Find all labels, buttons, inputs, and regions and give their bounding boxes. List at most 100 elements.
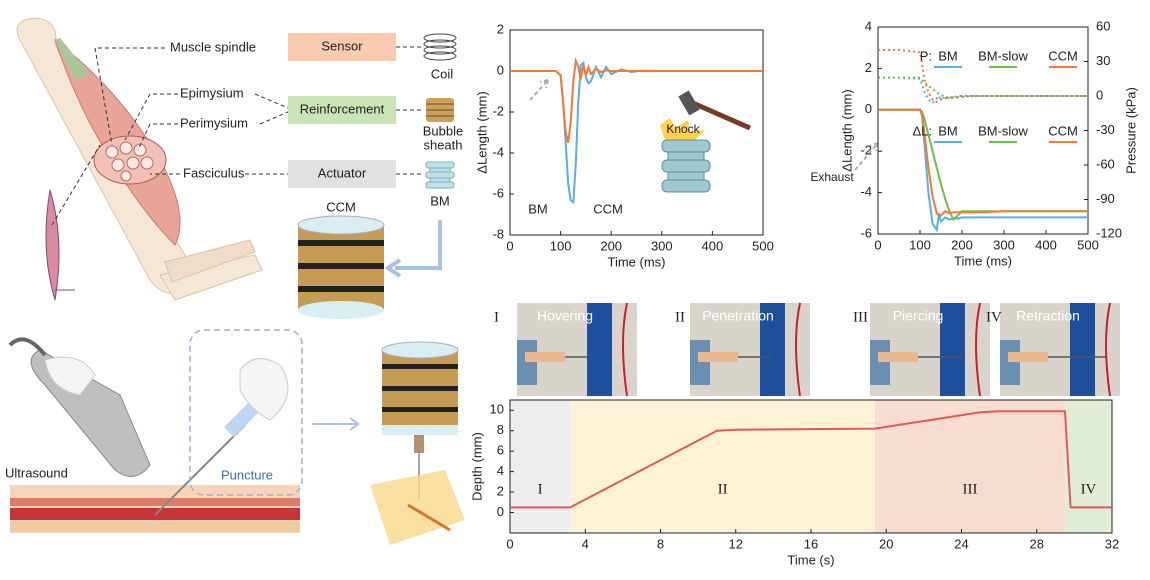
ccm-stack [297,215,385,319]
data-line [510,56,763,144]
label: Perimysium [180,115,248,130]
y-tick-label: 4 [497,463,504,478]
y-tick-label: 2 [497,484,504,499]
photo-numeral: II [675,309,685,325]
annotation: Exhaust [810,170,854,184]
x-tick-label: 400 [702,238,724,253]
y2-tick-label: 30 [1096,53,1110,68]
label: CCM [326,199,356,214]
syringe [698,352,738,362]
vessel [975,302,981,397]
x-tick-label: 300 [651,238,673,253]
photo-part [940,303,965,396]
knock-illustration [529,79,879,193]
puncture-illustration [8,329,465,545]
x-tick-label: 8 [657,536,664,551]
label: Epimysium [180,85,244,100]
region-label: IV [1081,481,1097,497]
legend-label: BM [938,48,958,63]
y-tick-label: -6 [860,225,872,240]
data-line [878,49,1088,103]
x-tick-label: 0 [874,237,881,252]
box-label: Actuator [318,165,367,180]
region [570,400,875,533]
photo-part [517,340,537,385]
y-tick-label: 0 [497,62,504,77]
photo-part [1000,340,1020,385]
x-tick-label: 500 [1077,237,1099,252]
legend-label: BM [938,123,958,138]
y2-tick-label: -120 [1096,225,1122,240]
x-tick-label: 0 [506,238,513,253]
photos: I Hovering II Penetration III Piercing IV Retra… [494,302,1120,397]
photo-numeral: III [853,309,868,325]
series-label: CCM [593,201,623,216]
x-tick-label: 100 [909,237,931,252]
syringe [878,352,918,362]
data-line [878,108,1088,217]
x-tick-label: 16 [804,536,818,551]
x-tick-label: 200 [600,238,622,253]
region [874,400,1065,533]
region-label: III [962,481,977,497]
y2-axis-label: Pressure (kPa) [1123,87,1138,174]
y-tick-label: -6 [492,185,504,200]
x-tick-label: 20 [879,536,893,551]
plot-frame [509,29,764,236]
y-axis-label: Depth (mm) [469,432,484,501]
y2-tick-label: 60 [1096,18,1110,33]
series-label: BM [528,201,548,216]
reinforcement-box [288,96,396,124]
y-tick-label: 6 [497,443,504,458]
x-tick-label: 300 [993,237,1015,252]
label: Puncture [221,467,273,482]
x-tick-label: 400 [1035,237,1057,252]
y-axis-label: ΔLength (mm) [839,89,854,171]
x-tick-label: 0 [506,536,513,551]
photo-part [760,303,785,396]
photo-label: Hovering [537,308,593,324]
illustration-labels: Muscle spindle Epimysium Perimysium Fasc… [5,38,463,482]
y2-tick-label: -90 [1096,191,1115,206]
data-line [878,76,1088,105]
region [510,400,571,533]
y-axis-label: ΔLength (mm) [474,91,489,173]
y-tick-label: 2 [497,21,504,36]
y-tick-label: -2 [492,103,504,118]
sensor-box [288,33,396,61]
photo-numeral: I [494,309,499,325]
label: Bubble [423,123,463,138]
legend-prefix: ΔL: [912,123,932,138]
data-line [510,410,1112,509]
x-tick-label: 24 [954,536,968,551]
x-axis-label: Time (s) [787,552,834,567]
y-tick-label: 10 [490,402,504,417]
arm-illustration [16,17,457,319]
x-tick-label: 4 [582,536,589,551]
y-tick-label: -4 [860,184,872,199]
region [1064,400,1112,533]
region-label: I [538,481,543,497]
box-label: Reinforcement [300,101,385,116]
photo-label: Penetration [702,308,774,324]
x-tick-label: 12 [729,536,743,551]
photo-label: Piercing [893,308,944,324]
syringe [525,352,565,362]
y-tick-label: -2 [860,143,872,158]
y-tick-label: 0 [497,504,504,519]
region-label: II [718,481,728,497]
y2-tick-label: -60 [1096,156,1115,171]
legend-label: CCM [1048,123,1078,138]
actuator-box [288,160,396,188]
y-tick-label: 4 [865,18,872,33]
photo-part [1070,303,1095,396]
vessel [795,302,801,397]
vessel [622,302,628,397]
y2-tick-label: 0 [1096,87,1103,102]
x-tick-label: 32 [1105,536,1119,551]
annotation: Knock [666,122,700,136]
x-axis-label: Time (ms) [954,253,1012,268]
label: sheath [423,137,462,152]
